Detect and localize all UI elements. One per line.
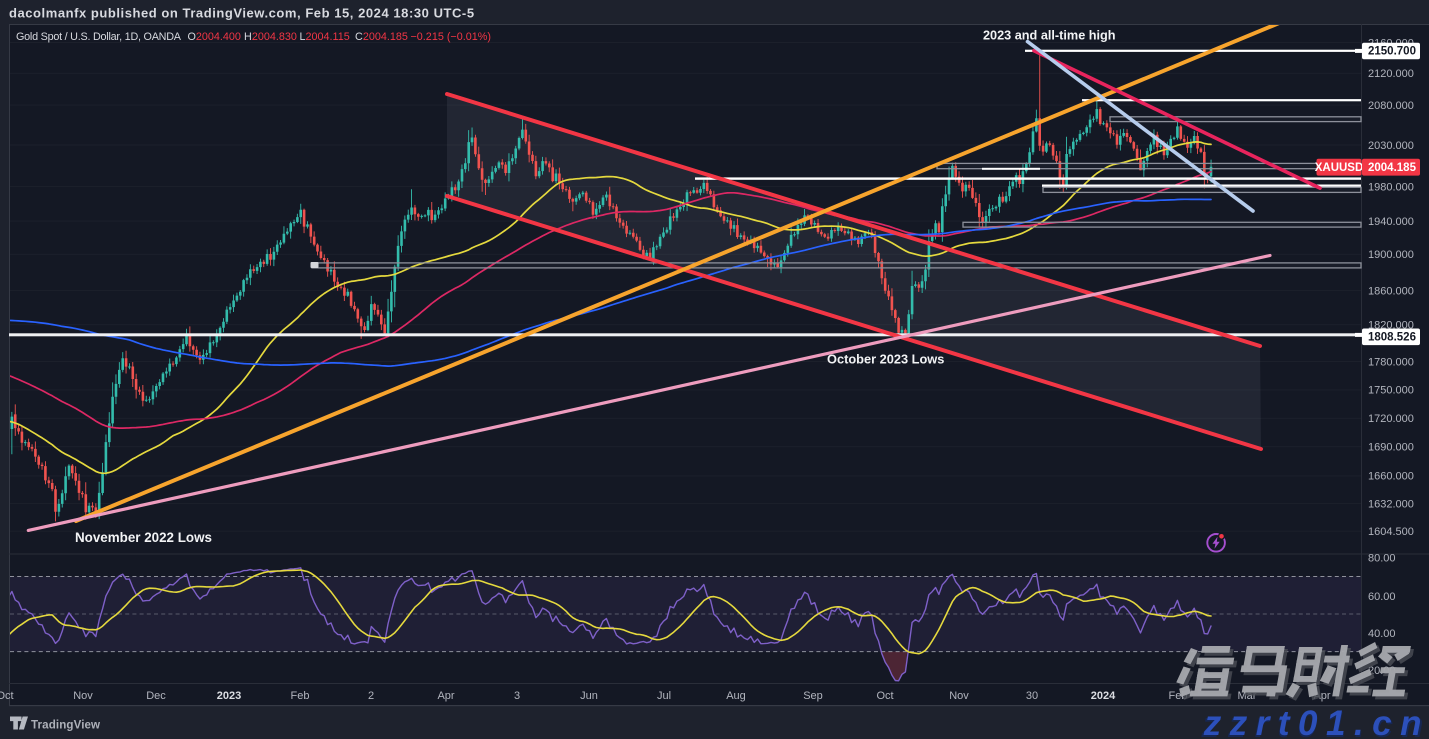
svg-text:November 2022 Lows: November 2022 Lows — [75, 530, 212, 545]
svg-text:Nov: Nov — [73, 690, 93, 702]
svg-text:Sep: Sep — [803, 690, 823, 702]
svg-text:2024: 2024 — [1091, 690, 1116, 702]
svg-text:1980.000: 1980.000 — [1368, 181, 1414, 193]
svg-text:Gold Spot / U.S. Dollar, 1D, O: Gold Spot / U.S. Dollar, 1D, OANDA — [16, 31, 182, 43]
svg-text:2004.185: 2004.185 — [1368, 162, 1417, 174]
svg-text:2080.000: 2080.000 — [1368, 100, 1414, 112]
svg-text:zzrt01.cn: zzrt01.cn — [1200, 704, 1429, 739]
svg-text:1900.000: 1900.000 — [1368, 249, 1414, 261]
svg-text:2023 and all-time high: 2023 and all-time high — [983, 29, 1116, 43]
svg-text:2030.000: 2030.000 — [1368, 140, 1414, 152]
svg-text:zzrt01.cn: zzrt01.cn — [1203, 704, 1429, 739]
svg-text:1632.000: 1632.000 — [1368, 498, 1414, 510]
svg-text:Aug: Aug — [726, 690, 746, 702]
svg-text:1604.500: 1604.500 — [1368, 526, 1414, 538]
svg-text:1750.000: 1750.000 — [1368, 385, 1414, 397]
svg-text:1808.526: 1808.526 — [1368, 332, 1416, 344]
svg-text:60.00: 60.00 — [1368, 591, 1396, 603]
svg-text:1660.000: 1660.000 — [1368, 471, 1414, 483]
svg-text:30: 30 — [1026, 690, 1038, 702]
svg-text:Oct: Oct — [876, 690, 893, 702]
svg-text:1720.000: 1720.000 — [1368, 413, 1414, 425]
svg-text:TradingView: TradingView — [31, 718, 101, 731]
svg-text:Oct: Oct — [0, 690, 14, 702]
svg-text:Nov: Nov — [949, 690, 969, 702]
svg-text:1940.000: 1940.000 — [1368, 216, 1414, 228]
svg-text:Jun: Jun — [580, 690, 598, 702]
svg-text:3: 3 — [514, 690, 520, 702]
svg-text:Dec: Dec — [146, 690, 166, 702]
svg-text:1860.000: 1860.000 — [1368, 285, 1414, 297]
svg-text:Apr: Apr — [437, 690, 454, 702]
svg-text:dacolmanfx published on Tradin: dacolmanfx published on TradingView.com,… — [9, 6, 475, 21]
svg-text:Feb: Feb — [291, 690, 310, 702]
svg-text:1690.000: 1690.000 — [1368, 442, 1414, 454]
svg-text:1780.000: 1780.000 — [1368, 356, 1414, 368]
svg-text:2023: 2023 — [217, 690, 241, 702]
svg-text:2: 2 — [368, 690, 374, 702]
svg-text:40.00: 40.00 — [1368, 628, 1396, 640]
svg-text:80.00: 80.00 — [1368, 553, 1396, 565]
svg-text:Jul: Jul — [657, 690, 671, 702]
svg-text:XAUUSD: XAUUSD — [1315, 162, 1364, 174]
svg-text:2150.700: 2150.700 — [1368, 46, 1416, 58]
svg-text:2120.000: 2120.000 — [1368, 68, 1414, 80]
svg-text:October 2023 Lows: October 2023 Lows — [827, 352, 944, 367]
